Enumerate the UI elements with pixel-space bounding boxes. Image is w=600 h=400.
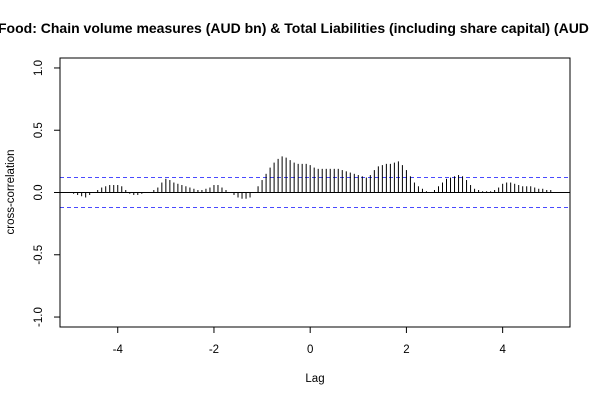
y-tick-label: -0.5	[33, 245, 45, 265]
x-tick-label: 4	[499, 344, 506, 356]
y-tick-label: 0.5	[33, 122, 45, 138]
y-tick-label: 1.0	[33, 60, 45, 76]
y-axis: -1.0 -0.5 0.0 0.5 1.0	[33, 60, 61, 327]
x-axis-label: Lag	[305, 373, 324, 385]
x-axis: -4 -2 0 2 4	[113, 326, 506, 356]
y-axis-label: cross-correlation	[5, 150, 17, 235]
x-tick-label: 0	[307, 344, 313, 356]
x-tick-label: 2	[403, 344, 409, 356]
chart-title: Food: Chain volume measures (AUD bn) & T…	[0, 20, 589, 36]
y-tick-label: 0.0	[33, 185, 45, 201]
y-tick-label: -1.0	[33, 307, 45, 327]
plot-area	[59, 57, 571, 328]
confidence-band	[60, 177, 570, 208]
x-tick-label: -2	[209, 344, 219, 356]
x-tick-label: -4	[113, 344, 124, 356]
ccf-bars	[73, 156, 552, 199]
